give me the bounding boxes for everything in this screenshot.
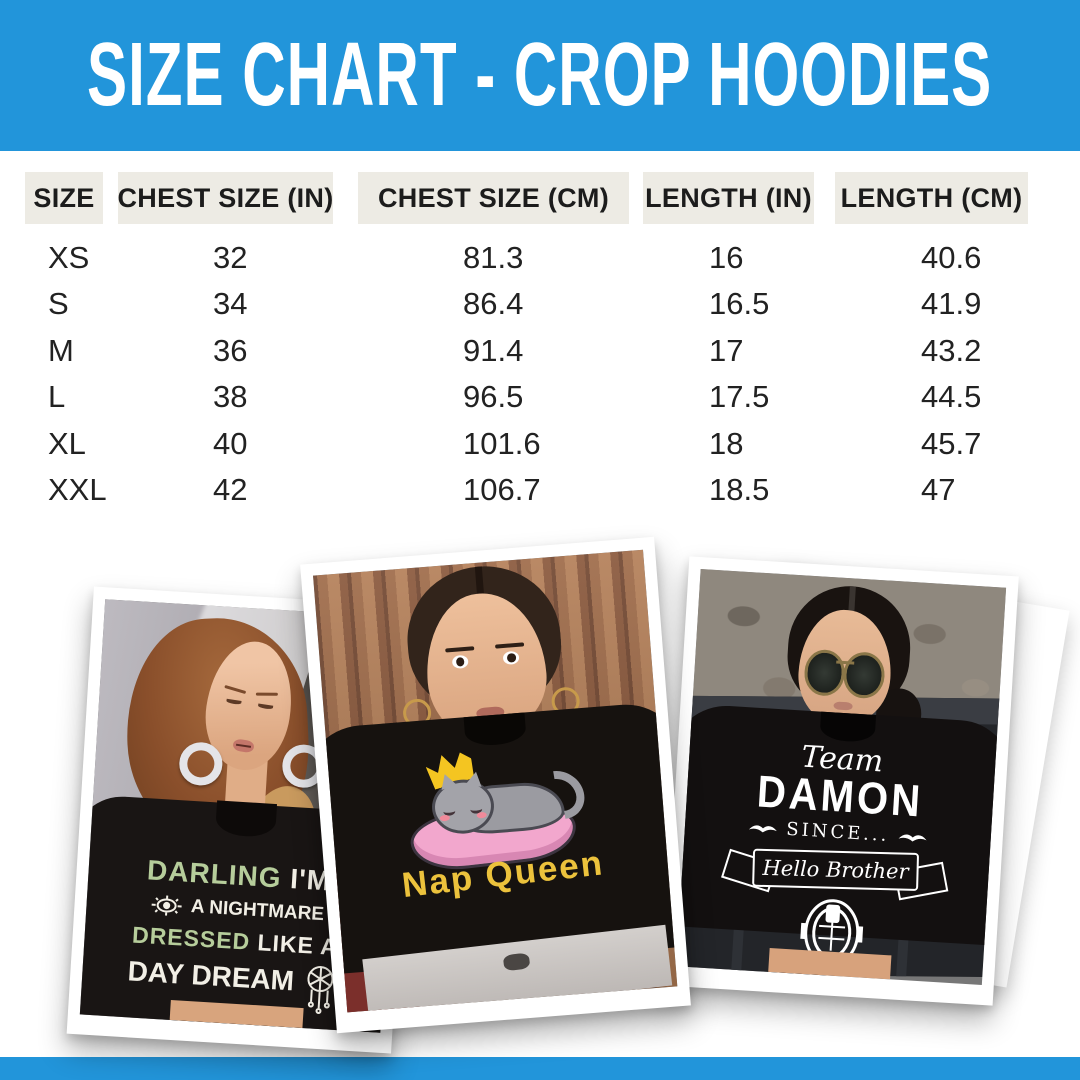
black-crop-hoodie: Team DAMON SINCE... <box>676 702 1007 967</box>
eye-doodle-icon <box>151 895 182 916</box>
cell-size: M <box>48 333 74 368</box>
column-header-length-in: LENGTH (IN) <box>643 172 814 224</box>
sunglasses-lens <box>842 651 887 700</box>
cell-length-in: 18 <box>709 426 744 461</box>
print-word-nightmare: A NIGHTMARE <box>190 896 325 926</box>
lips <box>833 701 853 711</box>
table-row: L 38 96.5 17.5 44.5 <box>0 376 1080 418</box>
dreamcatcher-icon <box>307 966 334 1014</box>
hoodie-print-team-damon: Team DAMON SINCE... <box>676 732 1006 979</box>
eyebrow <box>495 642 524 649</box>
drawstring-knot <box>502 952 531 972</box>
print-word-darling: DARLING <box>146 854 283 894</box>
footer-bar <box>0 1057 1080 1080</box>
column-header-size: SIZE <box>25 172 103 224</box>
hood-neckline <box>819 711 876 744</box>
print-word-dressed: DRESSED <box>131 921 252 955</box>
cell-chest-in: 32 <box>213 240 248 275</box>
cell-length-cm: 45.7 <box>921 426 982 461</box>
pupil <box>506 653 517 664</box>
photo-scene-wood-panels: Nap Queen <box>313 549 678 1013</box>
cell-size: L <box>48 379 66 414</box>
print-word-hello-brother: Hello Brother <box>762 856 909 885</box>
cell-length-in: 16 <box>709 240 744 275</box>
cell-chest-cm: 86.4 <box>463 286 524 321</box>
print-word-daydream: DAY DREAM <box>126 955 295 997</box>
cell-chest-in: 38 <box>213 379 248 414</box>
cell-size: XS <box>48 240 90 275</box>
header-banner: SIZE CHART - CROP HOODIES <box>0 0 1080 151</box>
column-header-length-cm: LENGTH (CM) <box>835 172 1028 224</box>
table-row: XXL 42 106.7 18.5 47 <box>0 469 1080 511</box>
cell-length-cm: 47 <box>921 472 956 507</box>
column-header-chest-in: CHEST SIZE (IN) <box>118 172 333 224</box>
closed-cat-eye <box>442 805 456 816</box>
cell-size: S <box>48 286 69 321</box>
hood-neckline <box>463 712 527 748</box>
print-line-2: A NIGHTMARE <box>80 888 406 933</box>
cell-length-in: 16.5 <box>709 286 770 321</box>
table-row: S 34 86.4 16.5 41.9 <box>0 283 1080 325</box>
cell-chest-in: 42 <box>213 472 248 507</box>
crow-icon <box>898 834 927 842</box>
black-crop-hoodie: DARLING I'M A NIGHTMARE <box>79 793 406 1033</box>
photo-darling-daydream: DARLING I'M A NIGHTMARE <box>66 586 419 1054</box>
cell-length-cm: 41.9 <box>921 286 982 321</box>
cell-chest-cm: 91.4 <box>463 333 524 368</box>
table-row: XL 40 101.6 18 45.7 <box>0 423 1080 465</box>
cell-length-in: 17.5 <box>709 379 770 414</box>
pupil <box>455 657 466 668</box>
eye <box>502 651 520 666</box>
eyebrow <box>224 685 247 695</box>
print-word-likea: LIKE A <box>256 928 339 960</box>
blush-mark <box>476 811 487 819</box>
cell-size: XL <box>48 426 86 461</box>
sunglasses-lens <box>802 648 847 697</box>
cell-length-in: 17 <box>709 333 744 368</box>
cell-chest-in: 34 <box>213 286 248 321</box>
photo-scene-stone-wall: Team DAMON SINCE... <box>676 569 1007 985</box>
ribbon-core: Hello Brother <box>752 848 920 892</box>
page-title: SIZE CHART - CROP HOODIES <box>87 25 993 126</box>
column-header-chest-cm: CHEST SIZE (CM) <box>358 172 629 224</box>
hoodie-print-darling-daydream: DARLING I'M A NIGHTMARE <box>80 848 406 1022</box>
cell-chest-cm: 106.7 <box>463 472 541 507</box>
print-since-row: SINCE... <box>676 812 1006 854</box>
cell-length-cm: 43.2 <box>921 333 982 368</box>
cell-length-cm: 40.6 <box>921 240 982 275</box>
eyebrow <box>445 645 475 653</box>
eye <box>257 703 274 710</box>
print-line-4: DAY DREAM <box>80 949 402 1021</box>
cat-ear <box>465 769 484 787</box>
cell-length-in: 18.5 <box>709 472 770 507</box>
cell-chest-in: 40 <box>213 426 248 461</box>
blush-mark <box>439 814 451 822</box>
cell-chest-cm: 81.3 <box>463 240 524 275</box>
cell-chest-cm: 96.5 <box>463 379 524 414</box>
cell-size: XXL <box>48 472 107 507</box>
banner-ribbon: Hello Brother <box>720 845 949 901</box>
eye <box>451 655 469 670</box>
eye <box>226 698 242 705</box>
hood-neckline <box>214 799 278 838</box>
photo-team-damon: Team DAMON SINCE... <box>663 556 1019 1006</box>
cell-length-cm: 44.5 <box>921 379 982 414</box>
eyebrow <box>256 692 279 697</box>
cell-chest-in: 36 <box>213 333 248 368</box>
photo-scene-grey-wall: DARLING I'M A NIGHTMARE <box>79 599 406 1033</box>
table-row: XS 32 81.3 16 40.6 <box>0 237 1080 279</box>
photo-nap-queen: Nap Queen <box>300 536 691 1034</box>
table-row: M 36 91.4 17 43.2 <box>0 330 1080 372</box>
crow-icon <box>749 825 778 833</box>
cell-chest-cm: 101.6 <box>463 426 541 461</box>
